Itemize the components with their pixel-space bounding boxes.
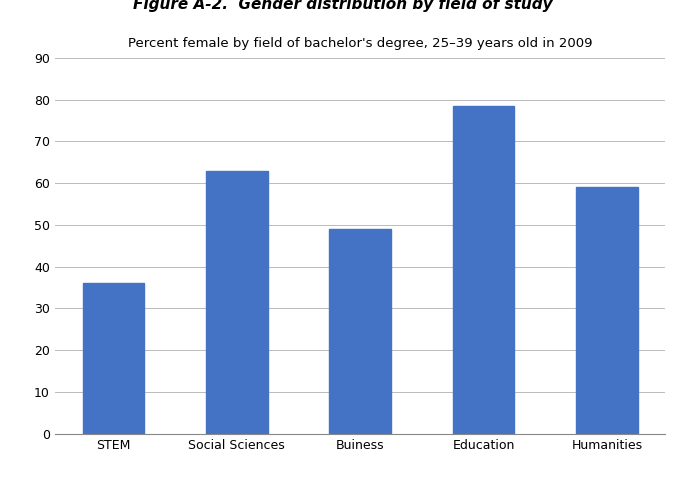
Bar [82,283,144,434]
Bar [329,229,391,434]
Bar [576,187,638,434]
Bar [453,106,514,434]
Text: Figure A-2.  Gender distribution by field of study: Figure A-2. Gender distribution by field… [133,0,553,12]
Title: Percent female by field of bachelor's degree, 25–39 years old in 2009: Percent female by field of bachelor's de… [128,37,593,50]
Bar [206,171,268,434]
